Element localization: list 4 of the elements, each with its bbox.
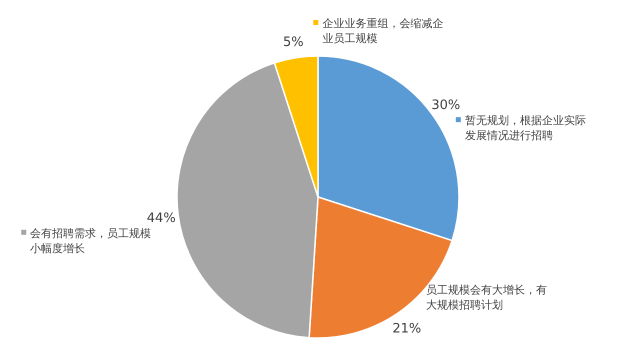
data-label: 21% [392,322,422,337]
data-label: 30% [431,98,460,114]
data-label: 5% [282,34,304,50]
data-label: 44% [146,210,176,226]
